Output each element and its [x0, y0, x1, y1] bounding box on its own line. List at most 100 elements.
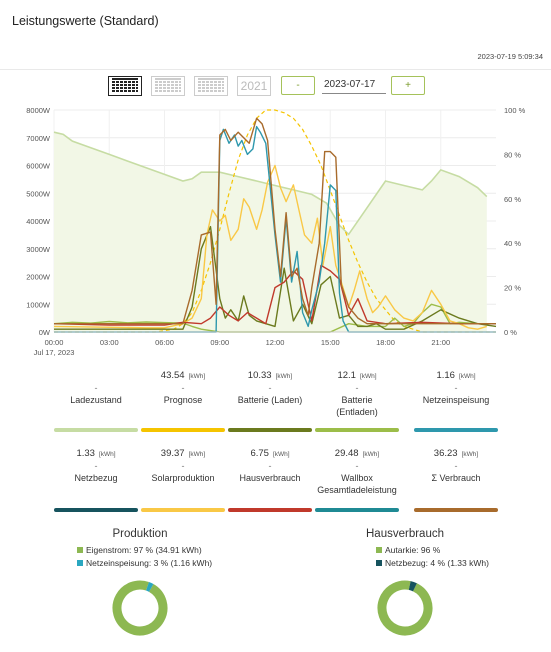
year-2021-button[interactable]: 2021 — [237, 76, 271, 96]
pie-legend-item[interactable]: Autarkie: 96 % — [376, 545, 440, 555]
tile-dash: - — [355, 383, 359, 393]
tile-unit: [kWh] — [362, 451, 380, 458]
series-prognose-line — [54, 109, 496, 333]
tile-verbrauch[interactable]: 36.23 [kWh] - Σ Verbrauch — [412, 448, 500, 520]
series-hausverbrauch-line — [53, 264, 496, 326]
tile-label: Hausverbrauch — [239, 473, 301, 483]
tile-color-bar — [414, 428, 498, 432]
pie-legend-item[interactable]: Netzeinspeisung: 3 % (1.16 kWh) — [77, 558, 212, 568]
tile-dash: - — [181, 383, 185, 393]
tile-value-number: 36.23 — [433, 448, 458, 459]
y-left-tick-label: 5000W — [26, 189, 51, 198]
legend-swatch — [77, 547, 83, 553]
last-update-timestamp: 2023-07-19 5:09:34 — [477, 52, 543, 61]
tile-dash: - — [94, 383, 98, 393]
day-view-button[interactable] — [108, 76, 142, 96]
tile-color-bar — [228, 428, 312, 432]
tile-value-number: 6.75 — [250, 448, 269, 459]
tile-wallbox-gesamtladeleistung[interactable]: 29.48 [kWh] - Wallbox Gesamtladeleistung — [313, 448, 401, 520]
y-left-tick-label: 7000W — [26, 134, 51, 143]
tile-value: 1.33 [kWh] — [52, 448, 140, 460]
power-chart[interactable]: 0W 1000W 2000W 3000W 4000W 5000W 6000W 7000W 800… — [0, 100, 551, 362]
date-input[interactable] — [322, 76, 386, 94]
tile-value: 43.54 [kWh] — [139, 370, 227, 382]
tile-batterie-laden[interactable]: 10.33 [kWh] - Batterie (Laden) — [226, 370, 314, 442]
tile-label: Batterie (Entladen) — [336, 395, 378, 417]
tile-label: Netzeinspeisung — [422, 395, 490, 405]
pie-legend-item[interactable]: Netzbezug: 4 % (1.33 kWh) — [376, 558, 489, 568]
year-view-button[interactable] — [194, 76, 228, 96]
tile-color-bar — [315, 428, 399, 432]
tile-dash: - — [355, 461, 359, 471]
x-tick-label: 06:00 — [155, 338, 174, 347]
tile-color-bar — [228, 508, 312, 512]
tile-netzeinspeisung[interactable]: 1.16 [kWh] - Netzeinspeisung — [412, 370, 500, 442]
tile-unit: [kWh] — [359, 373, 377, 380]
tile-ladezustand[interactable]: - Ladezustand — [52, 370, 140, 442]
x-tick-label: 12:00 — [266, 338, 285, 347]
tile-value: 6.75 [kWh] — [226, 448, 314, 460]
date-toolbar: 2021 - + — [0, 76, 551, 98]
tile-label: Batterie (Laden) — [237, 395, 303, 405]
month-view-button[interactable] — [151, 76, 185, 96]
donut-slice[interactable] — [375, 578, 435, 638]
tile-value-number: 29.48 — [334, 448, 359, 459]
series-ladezustand-line — [53, 131, 488, 236]
donut-chart-hausverbrauch[interactable] — [375, 578, 435, 638]
tile-unit: [kWh] — [188, 373, 206, 380]
legend-text: Netzeinspeisung: 3 % (1.16 kWh) — [86, 558, 213, 568]
tile-value-number: 1.33 — [76, 448, 95, 459]
tile-unit: [kWh] — [275, 373, 293, 380]
header-divider — [0, 69, 551, 70]
tile-color-bar — [141, 508, 225, 512]
x-tick-label: 09:00 — [210, 338, 229, 347]
tile-value: 1.16 [kWh] — [412, 370, 500, 382]
tile-netzbezug[interactable]: 1.33 [kWh] - Netzbezug — [52, 448, 140, 520]
donut-slice[interactable] — [110, 578, 170, 638]
tile-dash: - — [181, 461, 185, 471]
x-tick-label: 21:00 — [431, 338, 450, 347]
tile-label: Prognose — [163, 395, 203, 405]
x-tick-label: 15:00 — [321, 338, 340, 347]
legend-swatch — [376, 560, 382, 566]
donut-chart-produktion[interactable] — [110, 578, 170, 638]
tile-label: Wallbox Gesamtladeleistung — [317, 473, 397, 495]
tile-value: 10.33 [kWh] — [226, 370, 314, 382]
tile-value-number: 12.1 — [337, 370, 356, 381]
tile-color-bar — [54, 508, 138, 512]
y-left-tick-label: 6000W — [26, 162, 51, 171]
y-right-tick-label: 20 % — [504, 284, 521, 293]
y-right-tick-label: 40 % — [504, 239, 521, 248]
tile-value-number: 43.54 — [160, 370, 185, 381]
y-right-tick-label: 80 % — [504, 150, 521, 159]
x-tick-label: 03:00 — [100, 338, 119, 347]
tile-dash: - — [94, 461, 98, 471]
y-right-tick-label: 60 % — [504, 195, 521, 204]
y-left-tick-label: 3000W — [26, 245, 51, 254]
tile-color-bar — [414, 508, 498, 512]
tile-value-number: 1.16 — [436, 370, 455, 381]
tile-dash: - — [454, 383, 458, 393]
legend-text: Eigenstrom: 97 % (34.91 kWh) — [86, 545, 202, 555]
next-day-button[interactable]: + — [391, 76, 425, 95]
y-left-tick-label: 8000W — [26, 106, 51, 115]
tile-label: Solarproduktion — [151, 473, 215, 483]
previous-day-button[interactable]: - — [281, 76, 315, 95]
pie-legend-item[interactable]: Eigenstrom: 97 % (34.91 kWh) — [77, 545, 202, 555]
tile-prognose[interactable]: 43.54 [kWh] - Prognose — [139, 370, 227, 442]
page-title: Leistungswerte (Standard) — [12, 14, 159, 28]
tile-hausverbrauch[interactable]: 6.75 [kWh] - Hausverbrauch — [226, 448, 314, 520]
legend-swatch — [77, 560, 83, 566]
donut-slice[interactable] — [375, 578, 435, 638]
tile-value-number: 39.37 — [160, 448, 185, 459]
legend-text: Netzbezug: 4 % (1.33 kWh) — [385, 558, 489, 568]
tile-dash: - — [268, 383, 272, 393]
tile-solarproduktion[interactable]: 39.37 [kWh] - Solarproduktion — [139, 448, 227, 520]
tile-value: 39.37 [kWh] — [139, 448, 227, 460]
tile-value-number: 10.33 — [247, 370, 272, 381]
y-left-tick-label: 4000W — [26, 217, 51, 226]
x-tick-label: 18:00 — [376, 338, 395, 347]
x-tick-label: 00:00 — [45, 338, 64, 347]
tile-batterie-entladen[interactable]: 12.1 [kWh] - Batterie (Entladen) — [313, 370, 401, 442]
tile-value: 36.23 [kWh] — [412, 448, 500, 460]
